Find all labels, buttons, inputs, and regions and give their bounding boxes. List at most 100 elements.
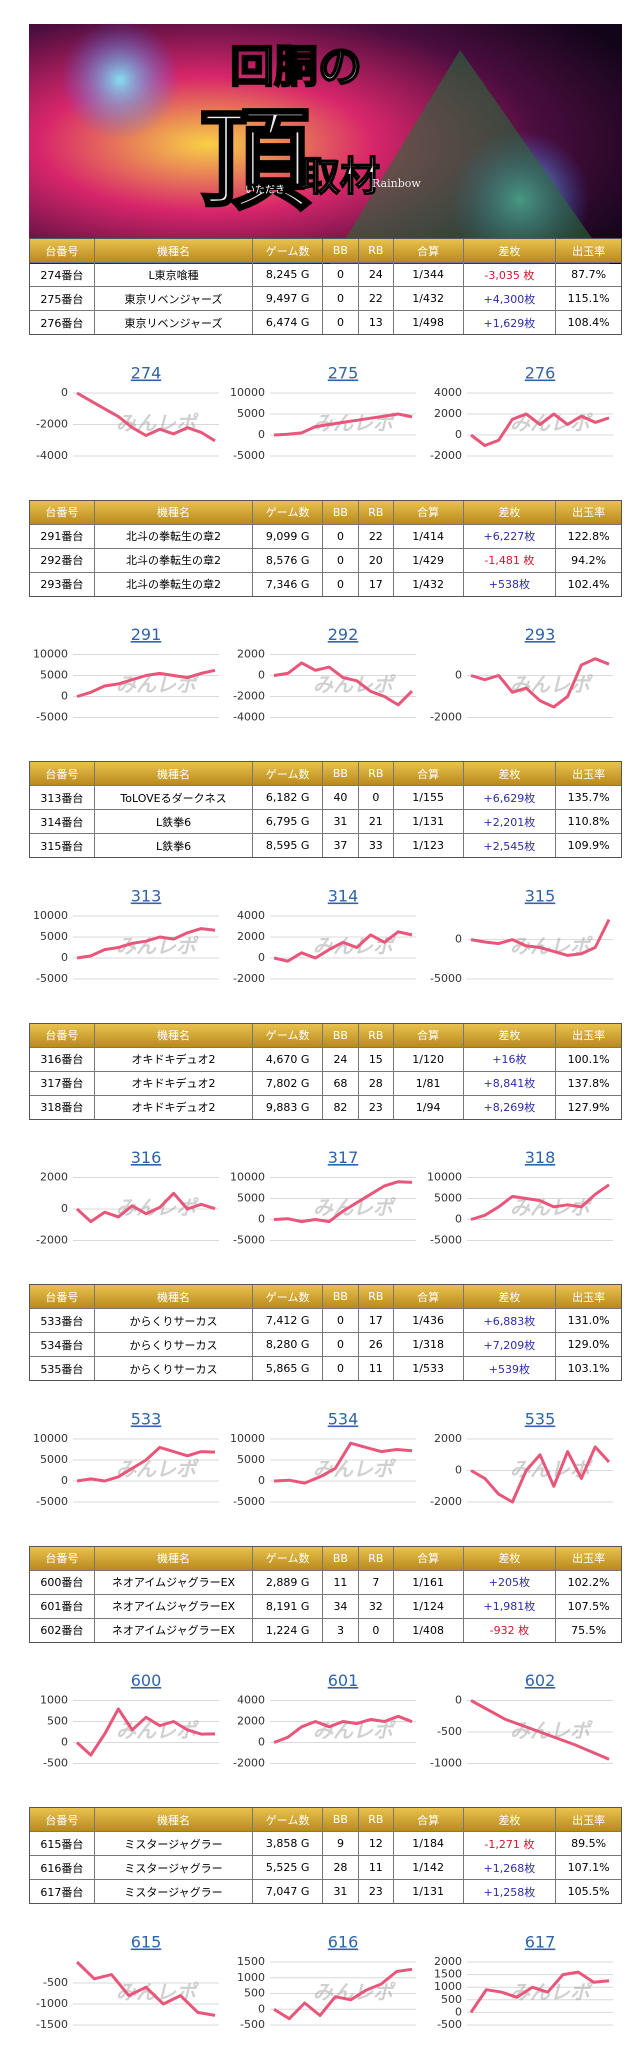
- table-cell: 1/432: [392, 287, 463, 310]
- chart-title[interactable]: 601: [328, 1671, 359, 1690]
- y-tick-label: -500: [437, 2018, 462, 2031]
- chart-title[interactable]: 615: [131, 1933, 162, 1952]
- table-cell: 17: [357, 1309, 393, 1332]
- chart-title[interactable]: 533: [131, 1410, 162, 1429]
- header-cell: 合算: [392, 1285, 463, 1308]
- table-cell: 8,576 G: [252, 548, 322, 572]
- table-cell: 94.2%: [555, 548, 621, 572]
- y-tick-label: -2000: [233, 1757, 265, 1770]
- table-cell: 127.9%: [555, 1095, 621, 1119]
- y-tick-label: 0: [455, 933, 462, 946]
- chart-title[interactable]: 535: [525, 1410, 556, 1429]
- table-cell: ネオアイムジャグラーEX: [93, 1618, 252, 1642]
- table-cell: 3: [322, 1618, 358, 1642]
- table-cell: 1/124: [392, 1594, 463, 1618]
- table-cell: +1,981枚: [462, 1594, 556, 1618]
- table-row: 535番台 からくりサーカス 5,865 G 0 11 1/533 +539枚 103.1%: [30, 1356, 621, 1380]
- table-cell: ToLOVEるダークネス: [93, 786, 252, 809]
- table-cell: 7,047 G: [252, 1880, 322, 1903]
- table-cell: 6,474 G: [252, 311, 322, 334]
- table-row: 313番台 ToLOVEるダークネス 6,182 G 40 0 1/155 +6,629枚 1…: [30, 785, 621, 809]
- table-row: 533番台 からくりサーカス 7,412 G 0 17 1/436 +6,883枚 131.0…: [30, 1308, 621, 1332]
- table-cell: +6,227枚: [462, 524, 556, 548]
- header-cell: 機種名: [93, 1546, 252, 1570]
- watermark: みんレポ: [313, 1196, 396, 1220]
- chart-title[interactable]: 616: [328, 1933, 359, 1952]
- table-cell: 7,412 G: [252, 1309, 322, 1332]
- table-row: 616番台 ミスタージャグラー 5,525 G 28 11 1/142 +1,268枚 107…: [30, 1855, 621, 1879]
- table-row: 275番台 東京リベンジャーズ 9,497 G 0 22 1/432 +4,300枚 115.…: [30, 286, 621, 310]
- chart-title[interactable]: 314: [328, 887, 359, 906]
- table-cell: 5,865 G: [252, 1357, 322, 1380]
- chart-title[interactable]: 275: [328, 364, 359, 383]
- header-cell: 台番号: [45, 1029, 79, 1042]
- chart-title[interactable]: 316: [131, 1148, 162, 1167]
- chart-title[interactable]: 534: [328, 1410, 359, 1429]
- y-tick-label: 0: [258, 1736, 265, 1749]
- table-cell: 110.8%: [555, 810, 621, 833]
- chart-title[interactable]: 315: [525, 887, 556, 906]
- data-line: [75, 1191, 216, 1224]
- chart-title[interactable]: 291: [131, 625, 162, 644]
- chart-title[interactable]: 293: [525, 625, 556, 644]
- table-cell: +539枚: [462, 1357, 556, 1380]
- table-cell: 2,889 G: [252, 1570, 322, 1594]
- header-cell: 出玉率: [555, 500, 621, 524]
- table-cell: オキドキデュオ2: [93, 1047, 252, 1071]
- banner-reading: いただき: [245, 184, 285, 196]
- table-cell: 26: [357, 1333, 393, 1356]
- table-header-row: 台番号 機種名 ゲーム数 BB RB 合算 差枚 出玉率: [30, 1285, 621, 1308]
- table-cell: 274番台: [40, 268, 84, 282]
- chart-title[interactable]: 292: [328, 625, 359, 644]
- table-cell: 105.5%: [555, 1880, 621, 1903]
- y-tick-label: -5000: [36, 1495, 68, 1508]
- header-cell: ゲーム数: [252, 1285, 322, 1308]
- table-cell: L鉄拳6: [93, 810, 252, 833]
- table-cell: 1/408: [392, 1618, 463, 1642]
- watermark: みんレポ: [313, 411, 396, 435]
- y-tick-label: 0: [455, 1464, 462, 1477]
- y-tick-label: 0: [455, 1694, 462, 1707]
- chart-title[interactable]: 600: [131, 1671, 162, 1690]
- y-tick-label: -5000: [233, 1234, 265, 1247]
- y-tick-label: 5000: [40, 669, 68, 682]
- table-cell: ネオアイムジャグラーEX: [93, 1594, 252, 1618]
- chart-title[interactable]: 274: [131, 364, 162, 383]
- data-line: [76, 1445, 216, 1483]
- table-cell: +1,629枚: [462, 311, 556, 334]
- y-tick-label: 0: [61, 1474, 68, 1487]
- header-cell: RB: [357, 762, 393, 785]
- chart-title[interactable]: 313: [131, 887, 162, 906]
- header-cell: 出玉率: [555, 1285, 621, 1308]
- chart-title[interactable]: 317: [328, 1148, 359, 1167]
- data-line: [76, 391, 216, 443]
- table-cell: 318番台: [40, 1101, 84, 1114]
- table-cell: 0: [322, 1357, 358, 1380]
- y-tick-label: 2000: [237, 1715, 265, 1728]
- table-cell: 0: [322, 524, 358, 548]
- table-cell: 0: [322, 572, 358, 596]
- y-tick-label: 2000: [237, 648, 265, 661]
- y-tick-label: -500: [437, 1725, 462, 1738]
- table-cell: 1/155: [392, 786, 463, 809]
- table-cell: 316番台: [40, 1053, 84, 1066]
- table-cell: 28: [357, 1071, 393, 1095]
- chart-title[interactable]: 617: [525, 1933, 556, 1952]
- table-cell: 31: [322, 1880, 358, 1903]
- table-cell: +1,258枚: [462, 1880, 556, 1903]
- table-cell: 31: [322, 810, 358, 833]
- y-tick-label: 10000: [230, 1432, 265, 1445]
- table-cell: 0: [322, 311, 358, 334]
- watermark: みんレポ: [510, 673, 593, 697]
- chart-title[interactable]: 602: [525, 1671, 556, 1690]
- table-cell: 1,224 G: [252, 1618, 322, 1642]
- chart-title[interactable]: 276: [525, 364, 556, 383]
- header-cell: RB: [357, 1808, 393, 1831]
- chart-title[interactable]: 318: [525, 1148, 556, 1167]
- table-cell: 293番台: [40, 578, 84, 591]
- y-tick-label: -1000: [430, 1757, 462, 1770]
- table-row: 601番台 ネオアイムジャグラーEX 8,191 G 34 32 1/124 +1,981枚…: [30, 1593, 621, 1618]
